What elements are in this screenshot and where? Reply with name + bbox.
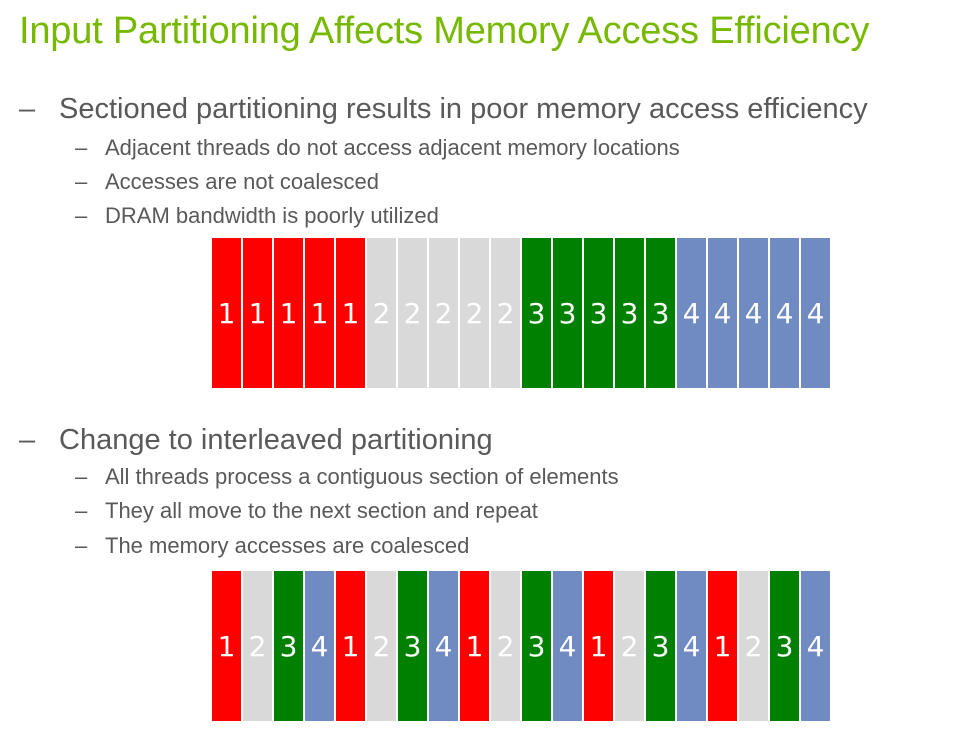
element-cell-thread-2: 2	[491, 238, 520, 388]
element-cell-thread-3: 3	[522, 571, 551, 721]
dash-marker: –	[75, 135, 88, 160]
section1-point-1-text: Adjacent threads do not access adjacent …	[105, 135, 680, 160]
element-cell-thread-1: 1	[336, 571, 365, 721]
section2-point-3-text: The memory accesses are coalesced	[105, 533, 470, 558]
section2-point-2-text: They all move to the next section and re…	[105, 498, 538, 523]
element-cell-thread-2: 2	[367, 238, 396, 388]
section1-point-2-text: Accesses are not coalesced	[105, 169, 379, 194]
dash-marker: –	[75, 464, 88, 489]
element-cell-thread-4: 4	[677, 238, 706, 388]
element-cell-thread-1: 1	[584, 571, 613, 721]
element-cell-thread-4: 4	[770, 238, 799, 388]
element-cell-thread-2: 2	[367, 571, 396, 721]
element-cell-thread-1: 1	[336, 238, 365, 388]
element-cell-thread-1: 1	[212, 571, 241, 721]
section2-heading-text: Change to interleaved partitioning	[59, 424, 493, 456]
dash-marker: –	[19, 93, 36, 125]
element-cell-thread-3: 3	[584, 238, 613, 388]
element-cell-thread-3: 3	[522, 238, 551, 388]
element-cell-thread-2: 2	[491, 571, 520, 721]
element-cell-thread-4: 4	[305, 571, 334, 721]
element-cell-thread-4: 4	[739, 238, 768, 388]
element-cell-thread-3: 3	[646, 571, 675, 721]
section2-point-1-text: All threads process a contiguous section…	[105, 464, 619, 489]
element-cell-thread-3: 3	[553, 238, 582, 388]
element-cell-thread-4: 4	[677, 571, 706, 721]
element-cell-thread-4: 4	[708, 238, 737, 388]
element-cell-thread-4: 4	[553, 571, 582, 721]
element-cell-thread-1: 1	[243, 238, 272, 388]
element-cell-thread-2: 2	[460, 238, 489, 388]
element-cell-thread-2: 2	[398, 238, 427, 388]
slide-title: Input Partitioning Affects Memory Access…	[19, 10, 870, 52]
element-cell-thread-3: 3	[398, 571, 427, 721]
element-cell-thread-2: 2	[739, 571, 768, 721]
element-cell-thread-1: 1	[460, 571, 489, 721]
dash-marker: –	[75, 498, 88, 523]
element-cell-thread-2: 2	[243, 571, 272, 721]
element-cell-thread-1: 1	[212, 238, 241, 388]
dash-marker: –	[75, 203, 88, 228]
dash-marker: –	[75, 533, 88, 558]
element-cell-thread-1: 1	[305, 238, 334, 388]
element-cell-thread-4: 4	[801, 571, 830, 721]
element-cell-thread-3: 3	[615, 238, 644, 388]
element-cell-thread-4: 4	[429, 571, 458, 721]
element-cell-thread-3: 3	[646, 238, 675, 388]
section1-point-3-text: DRAM bandwidth is poorly utilized	[105, 203, 439, 228]
dash-marker: –	[75, 169, 88, 194]
element-cell-thread-2: 2	[615, 571, 644, 721]
element-cell-thread-4: 4	[801, 238, 830, 388]
element-cell-thread-1: 1	[274, 238, 303, 388]
section1-heading-text: Sectioned partitioning results in poor m…	[59, 93, 868, 125]
element-cell-thread-2: 2	[429, 238, 458, 388]
element-cell-thread-3: 3	[770, 571, 799, 721]
element-cell-thread-1: 1	[708, 571, 737, 721]
element-cell-thread-3: 3	[274, 571, 303, 721]
dash-marker: –	[19, 424, 36, 456]
